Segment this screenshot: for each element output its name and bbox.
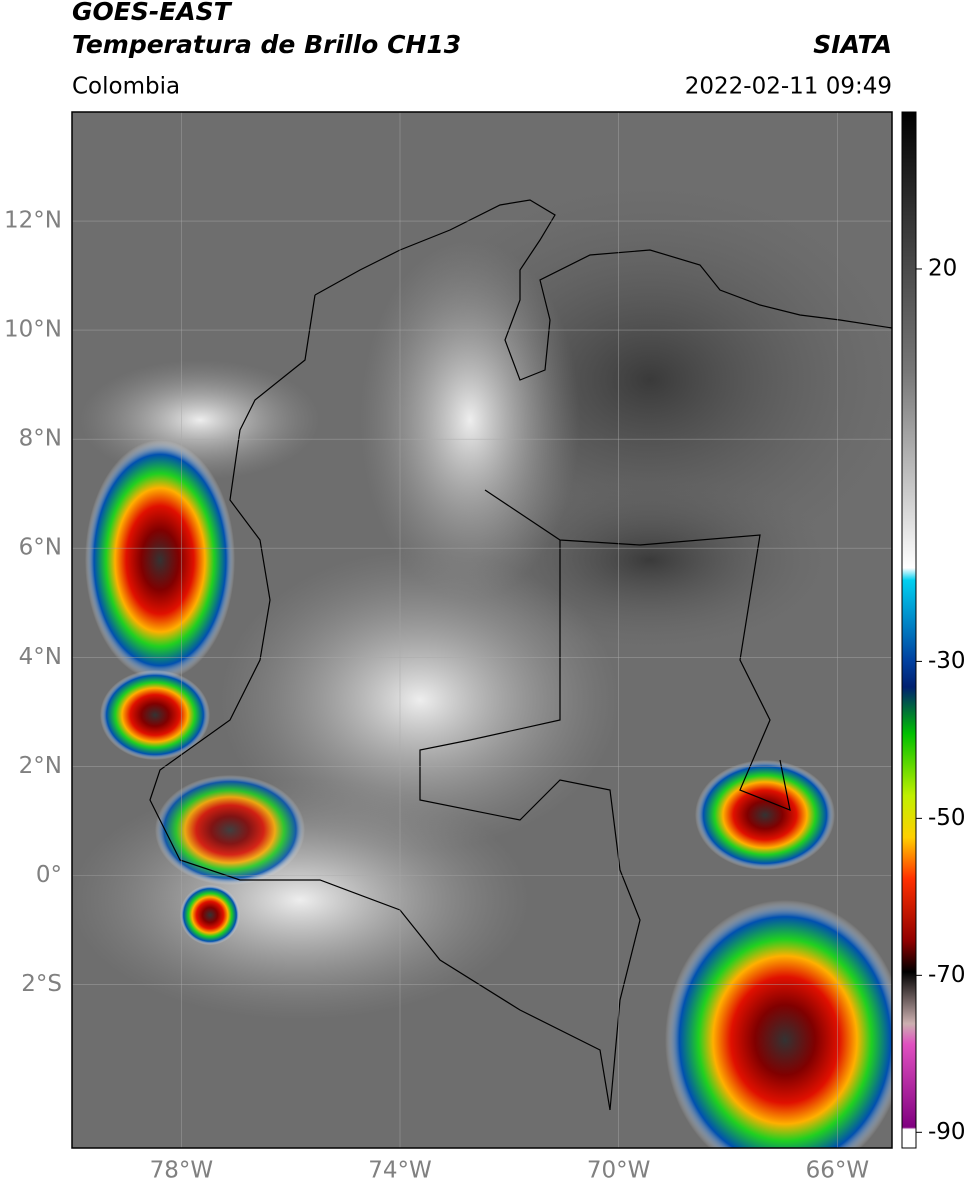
lon-label: 66°W [806,1158,870,1184]
lat-label: 12°N [4,208,62,234]
colorbar [901,111,917,1149]
lat-label: 2°S [21,971,62,997]
lat-label: 4°N [19,644,62,670]
colorbar-label: 20 [928,255,957,281]
map-frame [71,111,893,1149]
lon-label: 78°W [150,1158,214,1184]
lat-label: 8°N [19,426,62,452]
lat-label: 2°N [19,753,62,779]
colorbar-label: -50 [928,805,966,831]
subtitle: Temperatura de Brillo CH13 [72,30,461,59]
colorbar-label: -90 [928,1119,966,1145]
map-image [72,112,892,1148]
lon-label: 74°W [368,1158,432,1184]
lat-label: 0° [36,862,62,888]
datetime: 2022-02-11 09:49 [685,74,892,100]
colorbar-label: -30 [928,648,966,674]
lat-label: 6°N [19,535,62,561]
title: GOES-EAST [72,0,233,26]
lat-label: 10°N [4,317,62,343]
region: Colombia [72,74,180,100]
lon-label: 70°W [587,1158,651,1184]
colorbar-label: -70 [928,962,966,988]
source: SIATA [813,30,892,59]
